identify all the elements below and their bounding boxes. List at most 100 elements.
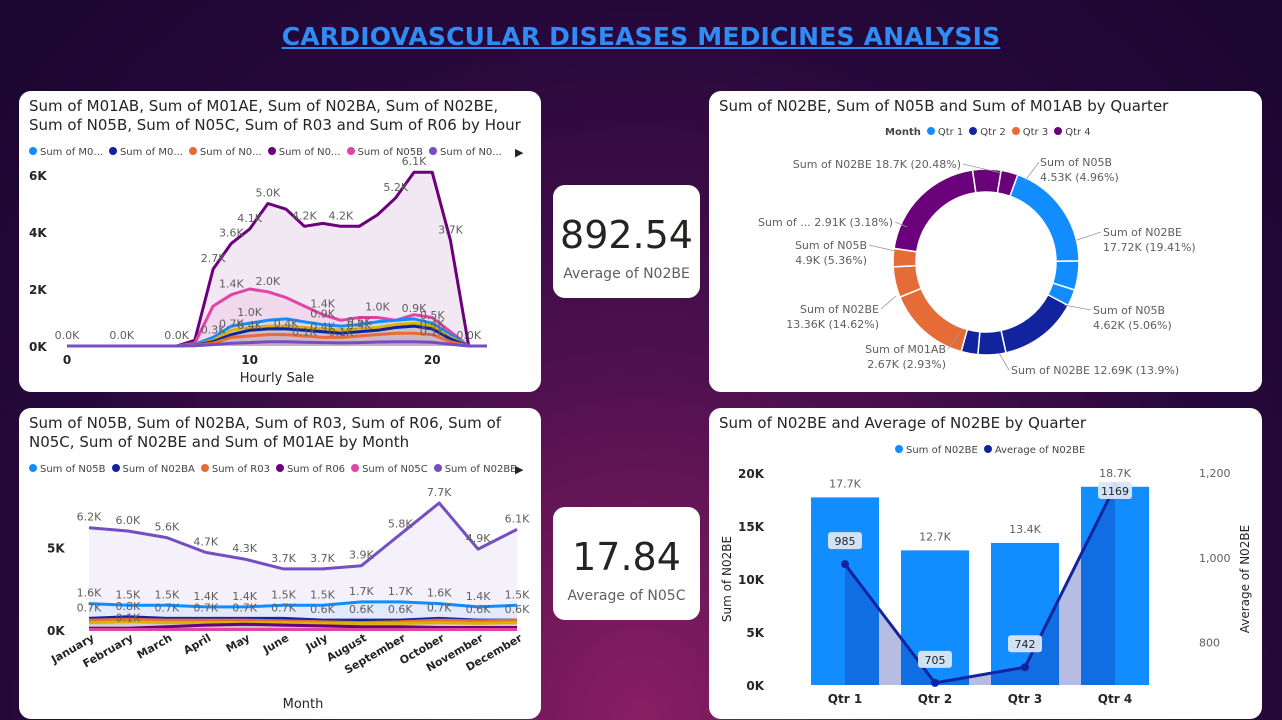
legend-item[interactable]: Sum of M0... (108, 147, 183, 158)
legend-title: Month (885, 127, 921, 138)
donut-chart-card[interactable]: Sum of N02BE, Sum of N05B and Sum of M01… (709, 91, 1262, 392)
bar (991, 542, 1059, 685)
data-label: 1.5K (154, 588, 179, 601)
average-point (841, 560, 849, 569)
series-line (67, 340, 487, 348)
data-label: 0.7K (427, 601, 452, 614)
x-tick-label: 20 (424, 353, 441, 367)
slice-label: 4.53K (4.96%) (1040, 171, 1119, 184)
line-area (845, 486, 1115, 685)
data-label: 3.7K (438, 224, 463, 237)
slice-label: Sum of N02BE (800, 303, 879, 316)
average-label-box (1008, 635, 1042, 653)
x-tick-label: 0 (63, 353, 71, 367)
data-label: 1.4K (310, 298, 335, 311)
data-label: 0.9K (402, 302, 427, 315)
legend-item[interactable]: Qtr 3 (1011, 127, 1049, 138)
legend-dot-icon (267, 147, 276, 155)
legend-dot-icon (275, 464, 284, 472)
data-label: 0.7K (271, 601, 296, 614)
legend-label: Qtr 3 (1022, 127, 1049, 138)
x-tick-label: Qtr 1 (828, 692, 862, 706)
average-data-label: 985 (835, 535, 856, 548)
y-right-tick-label: 1,000 (1199, 552, 1231, 565)
series-line (88, 501, 518, 571)
data-label: 1.6K (427, 587, 452, 600)
slice-label: Sum of N02BE (1103, 226, 1182, 239)
legend-label: Qtr 1 (937, 127, 964, 138)
kpi-label: Average of N05C (567, 588, 686, 604)
bar-data-label: 12.7K (919, 530, 951, 543)
y-left-tick-label: 10K (738, 573, 765, 587)
combo-chart-plot: 0K 5K 10K 15K 20K 800 1,000 1,200 Sum of N02BE Av… (720, 467, 1252, 706)
legend-item[interactable]: Sum of R03 (200, 464, 270, 475)
legend-item[interactable]: Sum of M0... (29, 147, 103, 158)
series-line (88, 615, 517, 622)
slice-label: 17.72K (19.41%) (1103, 241, 1196, 254)
average-data-label: 705 (925, 654, 946, 667)
legend-item[interactable]: Average of N02BE (983, 445, 1086, 456)
average-data-label: 742 (1015, 638, 1036, 651)
data-label: 4.3K (232, 542, 257, 555)
data-label: 6.1K (505, 512, 530, 525)
average-label-box (918, 650, 952, 668)
leader-line (998, 352, 1010, 371)
data-label: 6.0K (116, 514, 141, 527)
legend-item[interactable]: Sum of N0... (429, 147, 502, 158)
x-tick-label: 10 (241, 353, 258, 367)
data-label: 0.1K (420, 325, 445, 338)
legend-item[interactable]: Sum of N05C (351, 464, 428, 475)
legend-label: Qtr 2 (980, 127, 1006, 138)
data-label: 3.7K (271, 552, 296, 565)
slice-label: 4.62K (5.06%) (1093, 319, 1172, 332)
legend-item[interactable]: Qtr 1 (926, 127, 964, 138)
y-tick-label: 2K (29, 283, 47, 297)
legend-label: Qtr 4 (1065, 127, 1091, 138)
legend-dot-icon (29, 464, 37, 472)
bar-data-label: 17.7K (829, 477, 861, 490)
legend-next-icon[interactable]: ▶ (515, 463, 524, 476)
legend-next-icon[interactable]: ▶ (515, 146, 524, 159)
x-tick-label: May (224, 631, 252, 655)
average-label-box (1098, 482, 1132, 499)
slice-label: Sum of M01AB (865, 343, 946, 356)
legend-item[interactable]: Qtr 2 (969, 127, 1006, 138)
legend-item[interactable]: Qtr 4 (1054, 127, 1091, 138)
leader-line (880, 295, 897, 310)
month-chart-card[interactable]: Sum of N05B, Sum of N02BA, Sum of R03, S… (19, 408, 541, 719)
average-line (843, 485, 1117, 685)
legend-item[interactable]: Sum of N05B (29, 464, 106, 475)
average-point (1021, 663, 1029, 672)
data-label: 0.6K (347, 315, 372, 328)
average-point (931, 678, 939, 687)
data-label: 0.9K (310, 308, 335, 321)
legend-item[interactable]: Sum of N0... (188, 147, 262, 158)
leader-line (1063, 304, 1092, 311)
bar (1081, 486, 1149, 685)
legend-item[interactable]: Sum of N0... (267, 147, 341, 158)
legend-item[interactable]: Sum of N02BE (433, 464, 517, 475)
legend-label: Average of N02BE (994, 445, 1086, 456)
legend-item[interactable]: Sum of N02BA (111, 464, 195, 475)
data-label: 0.0K (456, 329, 481, 342)
data-label: 1.7K (388, 585, 413, 598)
data-label: 4.2K (329, 209, 354, 222)
month-chart-legend: Sum of N05B Sum of N02BA Sum of R03 Sum of … (29, 464, 523, 475)
data-label: 1.4K (219, 278, 244, 291)
bar-data-label: 13.4K (1009, 523, 1041, 536)
legend-item[interactable]: Sum of R06 (275, 464, 345, 475)
leader-line (868, 244, 896, 252)
slice-label: Sum of N05B (795, 239, 867, 252)
data-label: 0.0K (55, 329, 80, 342)
donut-slice (996, 169, 1019, 198)
legend-label: Sum of N05B (40, 464, 106, 475)
legend-item[interactable]: Sum of N05B (346, 147, 423, 158)
hour-chart-card[interactable]: Sum of M01AB, Sum of M01AE, Sum of N02BA… (19, 91, 541, 392)
slice-label: Sum of N02BE 18.7K (20.48%) (793, 158, 961, 171)
legend-dot-icon (969, 127, 978, 135)
legend-item[interactable]: Sum of N02BE (895, 445, 978, 456)
data-label: 0.7K (193, 601, 218, 614)
combo-chart-card[interactable]: Sum of N02BE and Average of N02BE by Qua… (709, 408, 1262, 719)
y-tick-label: 4K (29, 226, 47, 240)
data-label: 0.1K (116, 611, 141, 624)
